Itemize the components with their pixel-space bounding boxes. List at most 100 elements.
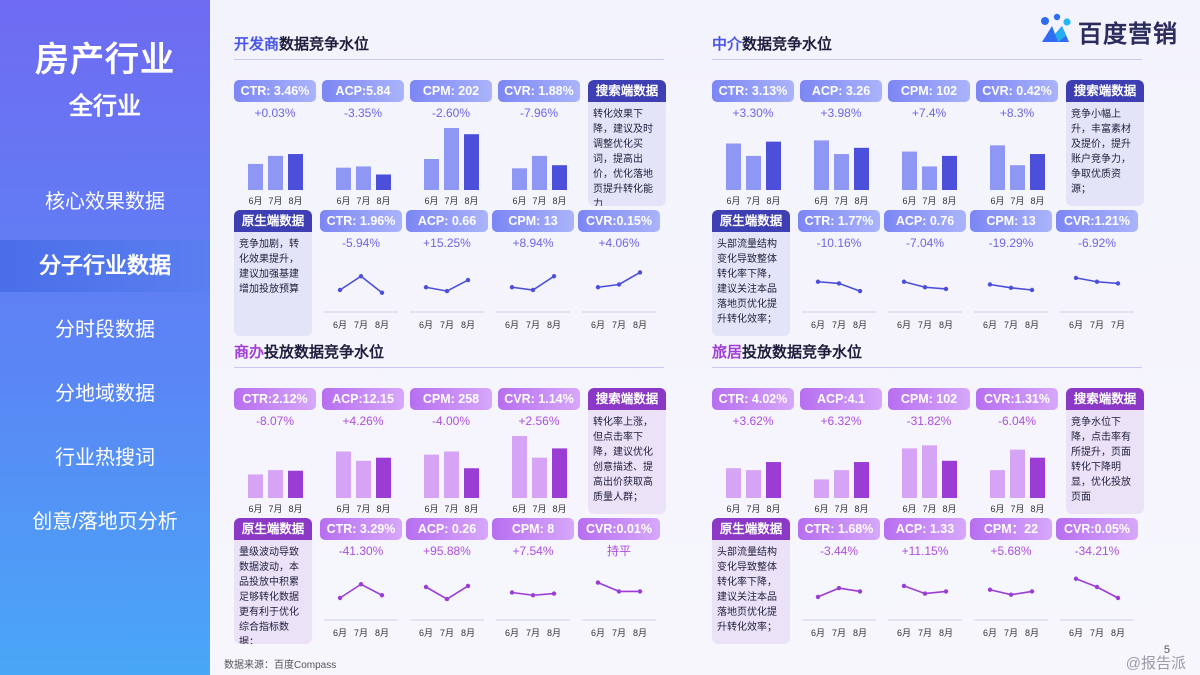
month-tick-label: 7月 [918,628,932,638]
sidebar-title: 房产行业 [35,41,175,79]
month-tick-label: 7月 [1090,628,1104,638]
native-metric-card: CVR:1.21% -6.92% 6月 7月 7月 [1056,210,1138,336]
month-tick-label: 7月 [354,628,368,638]
native-metric-card: CPM：22 +5.68% 6月 7月 8月 [970,518,1052,644]
native-insight-card: 原生端数据 量级波动导致数据波动，本品投放中积累足够转化数据更有利于优化综合指标数… [234,518,312,644]
data-point [530,287,536,293]
industry-section: 旅居投放数据竞争水位 CTR: 4.02% +3.62% 6月 7月 8月 ACP:4.1 +… [712,342,1144,644]
metric-label: CPM: 102 [888,80,970,102]
month-tick-label: 6月 [983,628,997,638]
bar [444,451,459,498]
search-metric-card: CVR: 1.14% +2.56% 6月 7月 8月 [498,388,580,514]
sidebar-nav-item[interactable]: 分子行业数据 [0,240,210,292]
metric-delta: -7.04% [905,236,945,250]
data-point [595,285,601,290]
bar [834,470,849,498]
data-point [637,270,643,275]
line-chart: 6月 7月 8月 [582,580,656,638]
sidebar-nav-item[interactable]: 创意/落地页分析 [32,511,178,533]
month-tick-label: 6月 [902,504,916,514]
data-point [1073,275,1079,281]
month-tick-label: 8月 [1025,628,1039,638]
native-insight-label: 原生端数据 [712,210,790,232]
line-chart: 6月 7月 8月 [496,274,570,330]
metric-label: CPM: 102 [888,388,970,410]
search-metric-card: ACP:12.15 +4.26% 6月 7月 8月 [322,388,404,514]
metric-label: ACP: 0.76 [884,210,966,232]
month-tick-label: 7月 [834,504,848,514]
month-tick-label: 8月 [942,504,956,514]
line-chart: 6月 7月 8月 [410,583,484,638]
month-tick-label: 8月 [939,628,953,638]
bar [532,155,547,190]
month-tick-label: 6月 [512,504,526,514]
bar [854,462,869,498]
bar [922,445,937,498]
month-tick-label: 6月 [990,504,1004,514]
bar [248,474,263,498]
month-tick-label: 8月 [853,628,867,638]
metric-delta: -19.29% [988,236,1034,250]
bar-chart: 6月 7月 8月 [902,445,957,514]
metric-label: CVR: 0.42% [976,80,1058,102]
sidebar-nav-item[interactable]: 分地域数据 [55,383,155,405]
metric-delta: -3.44% [819,544,859,558]
month-tick-label: 8月 [375,320,389,330]
month-tick-label: 7月 [268,196,282,206]
line-chart: 6月 7月 8月 [802,279,876,330]
sidebar-nav-item[interactable]: 分时段数据 [55,319,155,341]
search-insight-card: 搜索端数据 转化率上涨，但点击率下降，建议优化创意描述、提高出价获取高质量人群； [588,388,666,514]
month-tick-label: 7月 [526,320,540,330]
page-number: 5 [1163,644,1170,656]
month-tick-label: 6月 [811,320,825,330]
month-tick-label: 8月 [854,196,868,206]
section-title-accent: 开发商 [234,36,280,53]
native-metric-card: ACP: 0.76 -7.04% 6月 7月 8月 [884,210,966,336]
metric-label: CTR: 3.13% [712,80,794,102]
month-tick-label: 6月 [419,320,433,330]
metric-delta: +3.62% [732,414,774,428]
data-point [509,590,515,595]
native-insight-text: 头部流量结构变化导致整体转化率下降，建议关注本品落地页优化提升转化效率； [717,239,777,325]
data-point [616,282,622,287]
month-tick-label: 8月 [854,504,868,514]
month-tick-label: 7月 [1004,320,1018,330]
search-insight-label: 搜索端数据 [588,80,666,102]
month-tick-label: 8月 [376,504,390,514]
native-metric-card: CPM: 13 +8.94% 6月 7月 8月 [492,210,574,336]
bar [512,436,527,498]
data-point [815,594,821,600]
bar [376,457,391,498]
metric-delta: +4.26% [342,414,384,428]
native-insight-card: 原生端数据头部流量结构变化导致整体转化率下降，建议关注本品落地页优化提升转化效率… [712,210,790,336]
bar [356,166,371,190]
search-insight-label: 搜索端数据 [1066,80,1144,102]
data-point [1029,589,1035,594]
data-point [379,593,385,598]
month-tick-label: 8月 [942,196,956,206]
metric-label: CPM: 258 [410,388,492,410]
month-tick-label: 8月 [547,628,561,638]
month-tick-label: 7月 [532,196,546,206]
bar-chart: 6月 7月 8月 [512,155,567,206]
bar-chart: 6月 7月 8月 [726,141,781,206]
metric-label: CPM: 13 [492,210,574,232]
native-metric-card: CTR: 1.77% -10.16% 6月 7月 8月 [798,210,880,336]
data-point [1029,287,1035,293]
month-tick-label: 7月 [832,628,846,638]
data-point [551,591,557,596]
metric-delta: -31.82% [906,414,952,428]
data-point [637,589,643,594]
sidebar-nav-item[interactable]: 行业热搜词 [55,447,155,469]
metric-delta: +11.15% [901,544,949,558]
month-tick-label: 8月 [853,320,867,330]
month-tick-label: 7月 [440,320,454,330]
bar [552,448,567,498]
sidebar-nav-item[interactable]: 核心效果数据 [45,191,165,213]
month-tick-label: 7月 [746,504,760,514]
bar [766,141,781,190]
bar-chart: 6月 7月 8月 [814,140,869,206]
data-point [1115,595,1121,601]
search-insight-text: 竞争小幅上升，丰富素材及提价，提升账户竞争力，争取优质资源； [1071,109,1131,195]
month-tick-label: 8月 [766,196,780,206]
